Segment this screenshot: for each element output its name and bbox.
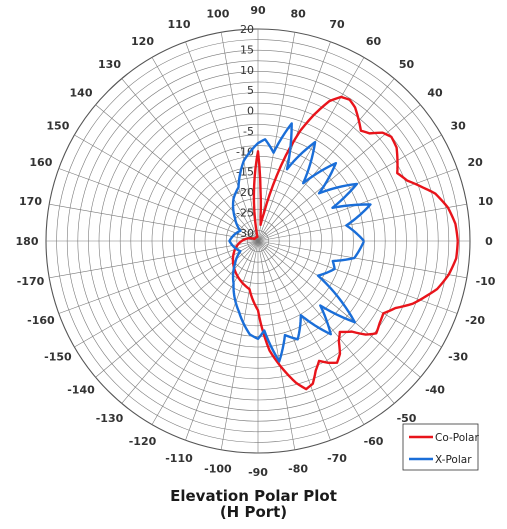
angle-labels: 90 80706050403020100-10-20-30-40-50-60-70… xyxy=(16,4,496,479)
grid-spoke xyxy=(74,240,259,348)
legend-label: Co-Polar xyxy=(435,432,479,444)
grid-spoke xyxy=(185,240,259,441)
series-x-polar xyxy=(228,122,372,363)
grid-spoke xyxy=(257,240,296,450)
angle-tick-label: -110 xyxy=(165,452,193,465)
radial-tick-label: 10 xyxy=(240,64,254,77)
angle-tick-label: 80 xyxy=(290,8,306,21)
series-co-polar xyxy=(231,95,459,391)
chart-subtitle: (H Port) xyxy=(219,503,288,521)
angle-tick-label: 60 xyxy=(366,35,382,48)
angle-tick-label: 20 xyxy=(467,156,483,169)
grid-spoke xyxy=(257,240,442,348)
angle-tick-label: -140 xyxy=(67,384,95,397)
grid-spoke xyxy=(95,104,259,242)
grid-spoke xyxy=(74,134,259,242)
grid-spoke xyxy=(151,57,259,242)
grid-spoke xyxy=(58,168,259,242)
angle-tick-label: 90 xyxy=(250,4,266,17)
radial-tick-label: 20 xyxy=(240,23,254,36)
grid-spoke xyxy=(257,57,365,242)
legend-box xyxy=(402,423,479,471)
angle-tick-label: 100 xyxy=(206,8,229,21)
angle-tick-label: -150 xyxy=(44,351,72,364)
grid-spoke xyxy=(220,240,259,450)
angle-tick-label: 50 xyxy=(399,58,415,71)
legend-label: X-Polar xyxy=(435,454,472,466)
grid-spoke xyxy=(257,134,442,242)
angle-tick-label: 0 xyxy=(485,235,493,248)
angle-tick-label: 160 xyxy=(29,156,52,169)
grid-spoke xyxy=(220,32,259,242)
angle-tick-label: -90 xyxy=(248,466,268,479)
angle-tick-label: -160 xyxy=(27,314,55,327)
angle-tick-label: 140 xyxy=(70,87,93,100)
angle-tick-label: -20 xyxy=(465,314,485,327)
angle-tick-label: -50 xyxy=(397,412,417,425)
angle-tick-label: -70 xyxy=(327,452,347,465)
series-line xyxy=(231,95,459,391)
radial-tick-label: 15 xyxy=(240,43,254,56)
polar-grid xyxy=(45,28,471,454)
grid-spoke xyxy=(49,240,259,279)
grid-spoke xyxy=(185,41,259,242)
grid-spoke xyxy=(257,32,296,242)
angle-tick-label: 110 xyxy=(168,18,191,31)
grid-spoke xyxy=(257,104,421,242)
angle-tick-label: -60 xyxy=(364,435,384,448)
grid-spoke xyxy=(257,240,331,441)
angle-tick-label: 180 xyxy=(16,235,39,248)
angle-tick-label: 70 xyxy=(329,18,345,31)
angle-tick-label: -100 xyxy=(204,463,232,476)
angle-tick-label: 170 xyxy=(19,195,42,208)
angle-tick-label: 130 xyxy=(98,58,121,71)
grid-spoke xyxy=(151,240,259,425)
radial-tick-label: -10 xyxy=(236,145,254,158)
grid-spoke xyxy=(121,240,259,404)
angle-tick-label: -130 xyxy=(96,412,124,425)
angle-tick-label: 10 xyxy=(478,195,494,208)
radial-tick-label: -20 xyxy=(236,186,254,199)
grid-spoke xyxy=(49,203,259,242)
angle-tick-label: 150 xyxy=(46,120,69,133)
polar-chart: 90 80706050403020100-10-20-30-40-50-60-70… xyxy=(16,4,496,479)
angle-tick-label: -170 xyxy=(17,275,45,288)
angle-tick-label: 40 xyxy=(427,87,443,100)
angle-tick-label: -10 xyxy=(476,275,496,288)
radial-tick-label: 0 xyxy=(247,105,254,118)
grid-spoke xyxy=(257,203,467,242)
angle-tick-label: 30 xyxy=(450,120,466,133)
angle-tick-label: -40 xyxy=(425,384,445,397)
angle-tick-label: -80 xyxy=(288,463,308,476)
series-line xyxy=(228,122,372,363)
angle-tick-label: -30 xyxy=(448,351,468,364)
grid-spoke xyxy=(257,240,467,279)
radial-tick-label: -25 xyxy=(236,207,254,220)
grid-spoke xyxy=(257,240,365,425)
grid-spoke xyxy=(257,78,395,242)
grid-spoke xyxy=(121,78,259,242)
chart-title: Elevation Polar Plot xyxy=(170,487,337,505)
grid-spoke xyxy=(257,240,421,378)
grid-spoke xyxy=(58,240,259,314)
radial-tick-label: 5 xyxy=(247,84,254,97)
legend: Co-Polar X-Polar xyxy=(402,423,479,471)
angle-tick-label: -120 xyxy=(129,435,157,448)
grid-spoke xyxy=(257,240,458,314)
angle-tick-label: 120 xyxy=(131,35,154,48)
radial-tick-label: -5 xyxy=(243,125,254,138)
grid-spoke xyxy=(95,240,259,378)
